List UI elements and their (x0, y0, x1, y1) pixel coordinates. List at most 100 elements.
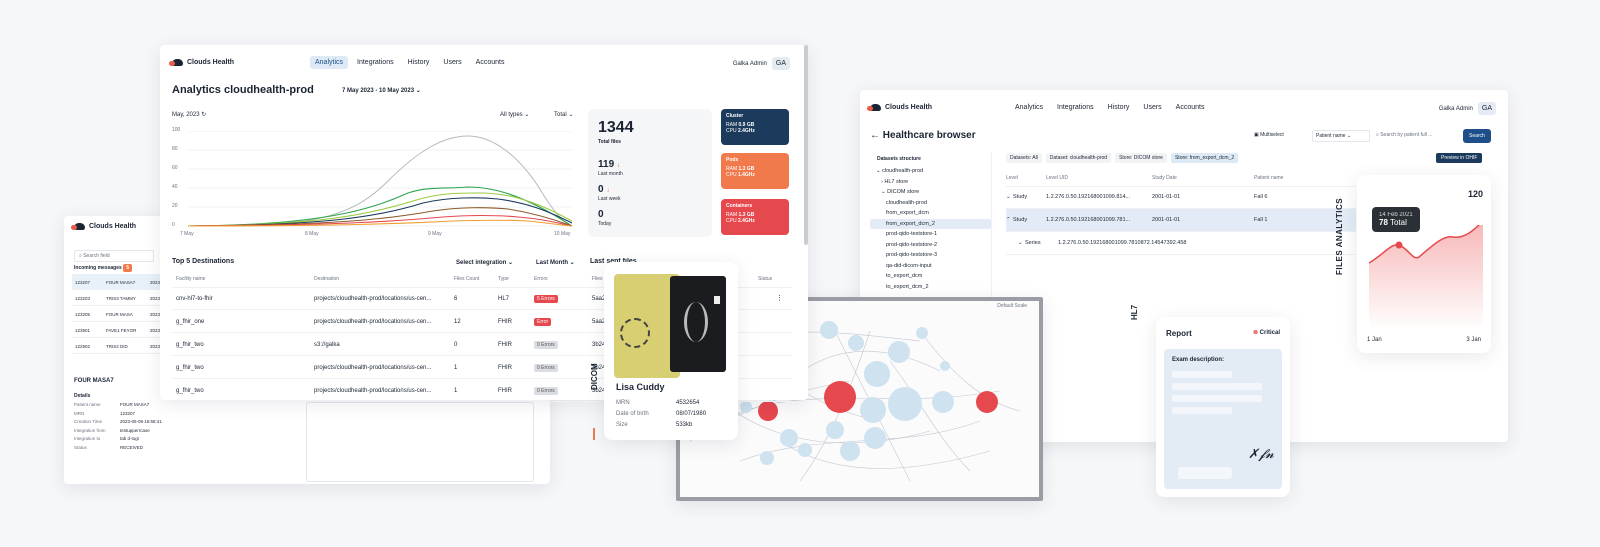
graph-node[interactable] (840, 441, 860, 461)
table-row[interactable]: g_fhir_two projects/cloudhealth-prod/loca… (172, 357, 792, 379)
nav-history[interactable]: History (407, 59, 430, 66)
tree-item[interactable]: prod-qido-teststore-3 (870, 250, 991, 261)
chevron-icon[interactable]: › (881, 178, 885, 185)
search-button[interactable]: Search (1463, 129, 1491, 143)
nav-users[interactable]: Users (443, 59, 462, 66)
table-row[interactable]: cnv-hl7-to-fhir projects/cloudhealth-prod… (172, 288, 792, 310)
month-selector[interactable]: May, 2023 ↻ (172, 111, 206, 118)
series-line[interactable] (188, 186, 572, 227)
cell-count: 1 (454, 388, 458, 394)
nav-accounts[interactable]: Accounts (475, 59, 505, 66)
multiselect-button[interactable]: ▣ Multiselect (1254, 132, 1284, 138)
tree-item[interactable]: qa-did-dicom-input (870, 261, 991, 272)
nav-integrations[interactable]: Integrations (1057, 104, 1094, 111)
nav-history[interactable]: History (1107, 104, 1130, 111)
graph-node[interactable] (860, 397, 886, 423)
series-line[interactable] (188, 219, 572, 227)
breadcrumb-chip[interactable]: Dataset: cloudhealth-prod (1045, 153, 1112, 163)
user-menu[interactable]: Galka Admin GA (1439, 102, 1496, 115)
graph-node[interactable] (848, 335, 864, 351)
patient-select[interactable]: Patient name ⌄ (1312, 130, 1370, 142)
row-chevron-icon[interactable]: ⌄ (1018, 240, 1023, 246)
user-menu[interactable]: Galka Admin GA (733, 57, 790, 70)
row-chevron-icon[interactable]: ⌃ (1006, 217, 1011, 223)
row-chevron-icon[interactable]: ⌄ (1006, 194, 1011, 200)
series-line[interactable] (188, 192, 572, 227)
graph-node[interactable] (820, 321, 838, 339)
list-item[interactable]: 123901 FAVE1 FEYOR 2023 (72, 322, 164, 338)
tree-item[interactable]: cloudhealth-prod (870, 198, 991, 209)
nav-accounts[interactable]: Accounts (1175, 104, 1205, 111)
graph-node[interactable] (826, 421, 844, 439)
tree-item[interactable]: to_export_dcm (870, 271, 991, 282)
destinations-table-header: Facility name Destination Files Count Ty… (172, 276, 792, 288)
graph-node[interactable] (864, 361, 890, 387)
cell-date: 2001-01-01 (1152, 194, 1181, 200)
tree-item[interactable]: from_export_dcm (870, 208, 991, 219)
list-item[interactable]: 123207 FOUR MASA7 2023 (72, 274, 164, 290)
tree-item[interactable]: to_export_dcm_2 (870, 282, 991, 293)
preview-ohif-button[interactable]: Preview in OHIF (1436, 153, 1483, 163)
list-item[interactable]: 123205 FOUR MASA 2023 (72, 306, 164, 322)
graph-node[interactable] (888, 341, 910, 363)
breadcrumb-chip[interactable]: Store: from_export_dcm_2 (1170, 153, 1239, 163)
list-item[interactable]: 123203 TRIS3 TAMMY 2023 (72, 290, 164, 306)
date-range-picker[interactable]: 7 May 2023 - 10 May 2023 ⌄ (342, 87, 421, 94)
graph-node-error[interactable] (824, 381, 856, 413)
breadcrumb-chip[interactable]: Datasets: All (1006, 153, 1042, 163)
search-input[interactable]: ⌕ Search by patient full ... (1376, 132, 1460, 138)
graph-node[interactable] (932, 391, 954, 413)
series-line[interactable] (188, 197, 572, 227)
integration-select[interactable]: Select integration ⌄ (456, 259, 513, 266)
graph-node[interactable] (760, 451, 774, 465)
table-row[interactable]: ⌄ Study 1.2.276.0.50.192168001099.814... 20… (1006, 186, 1356, 209)
table-row[interactable]: ⌄ Series 1.2.276.0.50.192168001099.7810872… (1006, 232, 1356, 255)
graph-node[interactable] (916, 327, 928, 339)
tree-item[interactable]: prod-qido-teststore-1 (870, 229, 991, 240)
graph-node[interactable] (864, 427, 886, 449)
message-name: FOUR MASA7 (106, 280, 136, 285)
pods-card[interactable]: Pods RAM 1.3 GB CPU 1.4GHz (721, 153, 789, 189)
search-input[interactable]: ⌕ Search field (74, 250, 154, 262)
patient-card[interactable]: Lisa Cuddy MRN 4532654 Date of birth 08/… (604, 262, 738, 440)
total-filter[interactable]: Total ⌄ (554, 111, 573, 118)
refresh-icon[interactable]: ↻ (201, 112, 207, 118)
tree-item[interactable]: from_export_dcm_2 (870, 218, 991, 229)
tree-item[interactable]: ⌄ DICOM store (870, 187, 991, 198)
scrollbar[interactable] (804, 45, 808, 245)
nav-analytics[interactable]: Analytics (1015, 104, 1044, 111)
graph-node[interactable] (888, 387, 922, 421)
more-icon[interactable]: ⋮ (776, 295, 783, 302)
period-select[interactable]: Last Month ⌄ (536, 259, 575, 266)
chevron-icon[interactable]: ⌄ (881, 189, 888, 195)
graph-node[interactable] (780, 429, 798, 447)
graph-node[interactable] (740, 401, 752, 413)
cell-type: FHIR (498, 365, 512, 371)
table-row[interactable]: ⌃ Study 1.2.276.0.50.192168001099.781... 20… (1006, 209, 1356, 232)
table-row[interactable]: g_fhir_two s3://galka 0 FHIR 0 Errors 3b24 (172, 334, 792, 356)
report-card[interactable]: Report ⊗ Critical Exam description: ✗𝓯𝓷 (1156, 317, 1290, 497)
breadcrumb-chip[interactable]: Store: DICOM store (1115, 153, 1167, 163)
graph-node-error[interactable] (976, 391, 998, 413)
tree-item[interactable]: › HL7 store (870, 177, 991, 188)
graph-node[interactable] (798, 443, 812, 457)
files-point-marker[interactable] (1395, 241, 1403, 249)
cluster-card[interactable]: Cluster RAM 0.9 GB CPU 2.4GHz (721, 109, 789, 145)
containers-card[interactable]: Containers RAM 1.3 GB CPU 2.4GHz (721, 199, 789, 235)
table-row[interactable]: g_fhir_one projects/cloudhealth-prod/loca… (172, 311, 792, 333)
series-line[interactable] (188, 207, 572, 227)
graph-node[interactable] (940, 361, 950, 371)
nav-users[interactable]: Users (1143, 104, 1162, 111)
graph-node-error[interactable] (758, 401, 778, 421)
cluster-ram-label: RAM (726, 122, 738, 128)
tree-item[interactable]: ⌄ cloudhealth-prod (870, 166, 991, 177)
types-filter[interactable]: All types ⌄ (500, 111, 529, 118)
back-arrow-icon[interactable]: ← (870, 130, 880, 141)
chevron-icon[interactable]: ⌄ (876, 168, 883, 174)
list-item[interactable]: 122902 TRIS2 DID 2023 (72, 338, 164, 354)
tree-item[interactable]: prod-qido-teststore-2 (870, 240, 991, 251)
series-line[interactable] (188, 214, 572, 227)
nav-analytics[interactable]: Analytics (310, 56, 349, 69)
table-row[interactable]: g_fhir_two projects/cloudhealth-prod/loca… (172, 380, 792, 402)
nav-integrations[interactable]: Integrations (357, 59, 394, 66)
